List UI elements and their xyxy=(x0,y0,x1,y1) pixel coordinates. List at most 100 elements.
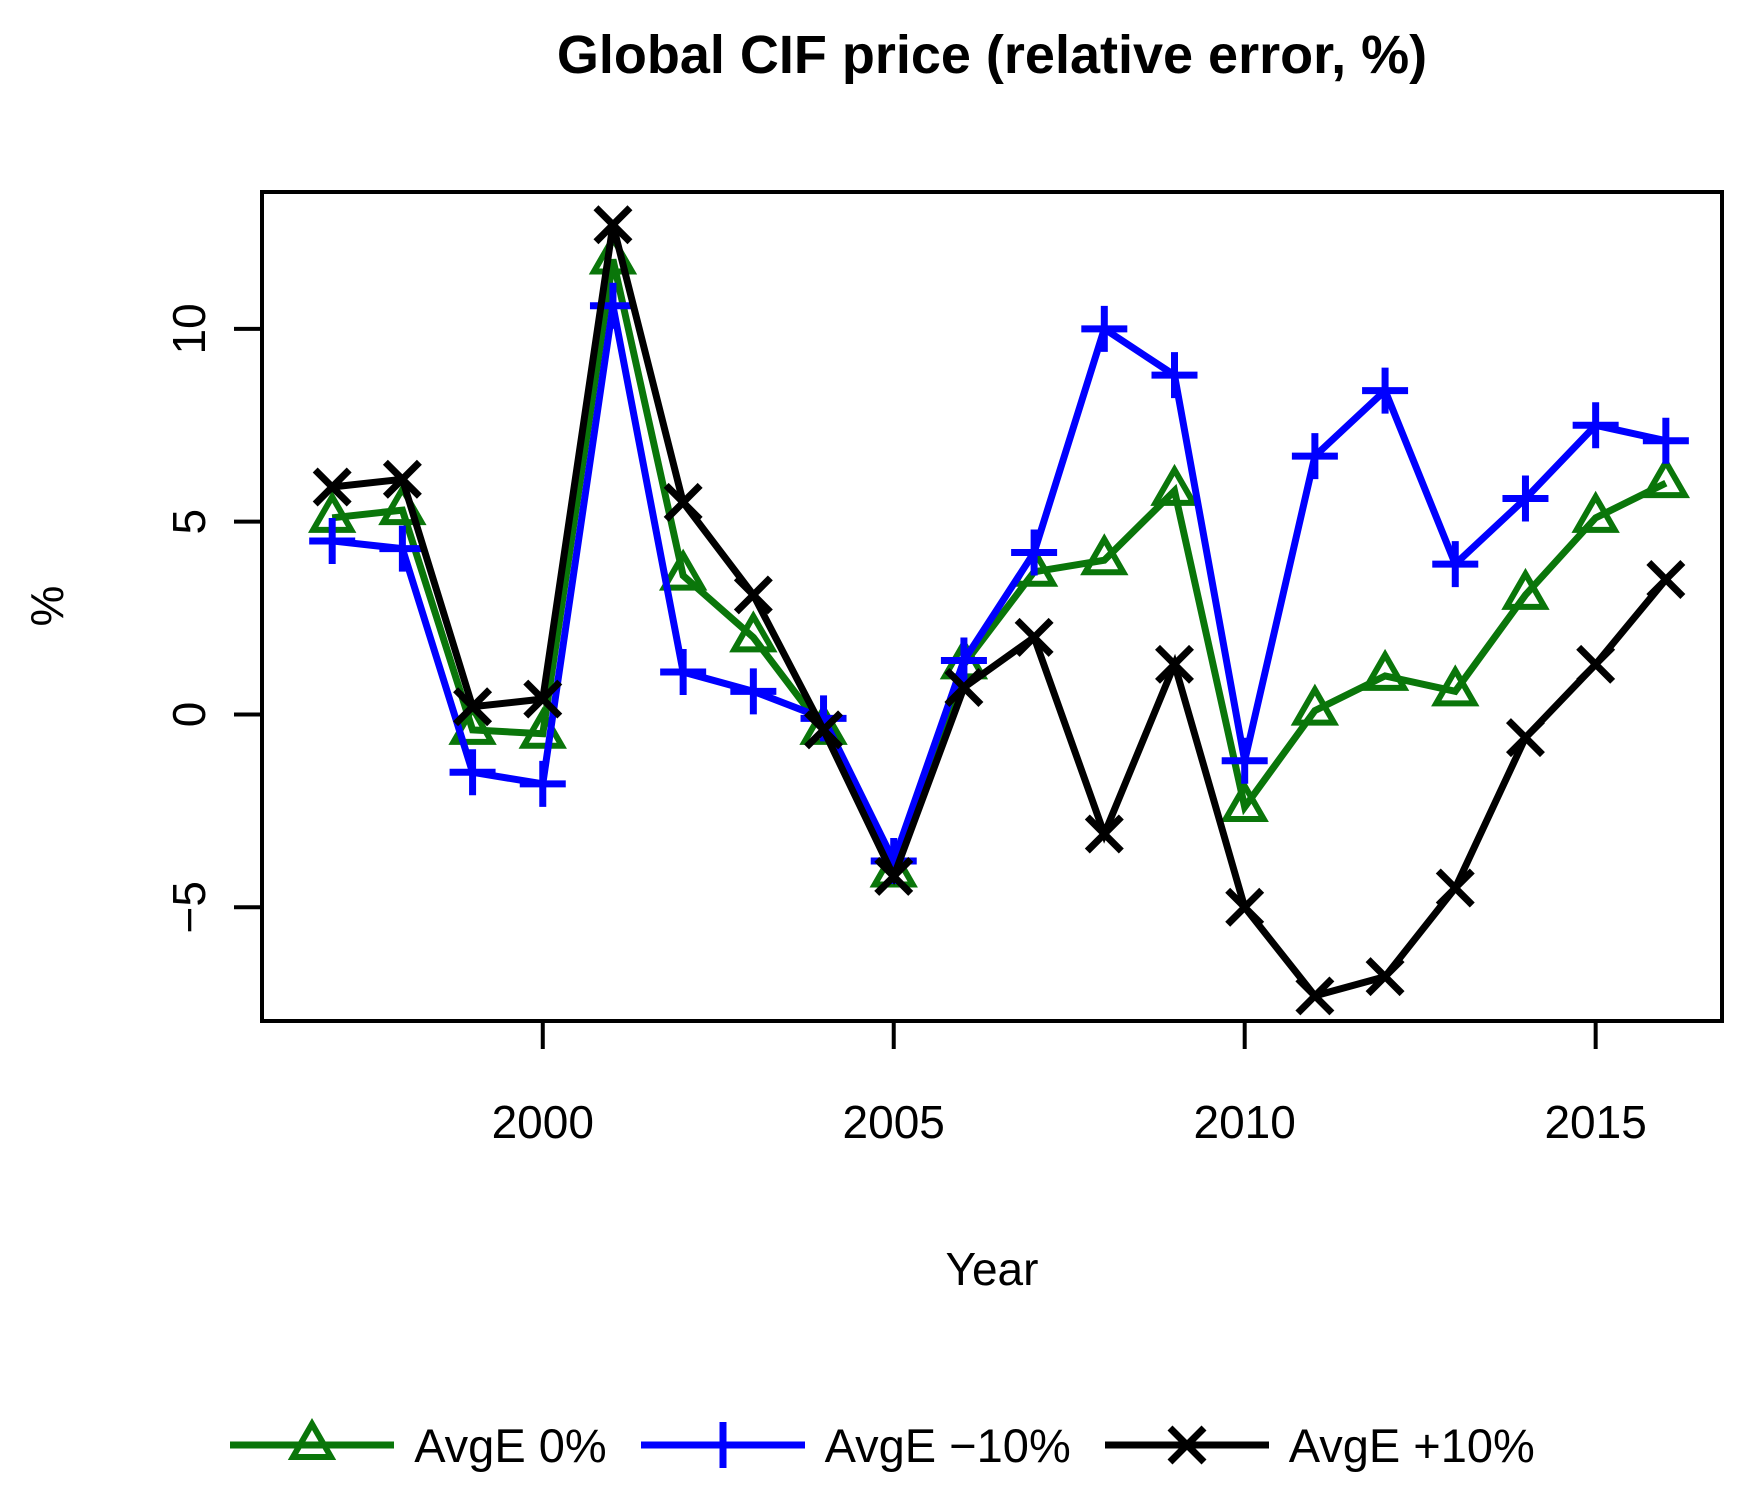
x-axis-label: Year xyxy=(945,1243,1039,1295)
data-point-avge-10 xyxy=(660,649,707,696)
x-marker-icon xyxy=(1576,644,1616,684)
legend-marker xyxy=(699,1422,746,1468)
triangle-marker-icon xyxy=(1220,779,1269,823)
triangle-marker-icon xyxy=(287,1417,337,1460)
data-point-avge-10 xyxy=(1642,417,1689,464)
legend-item-avge-plus-10: AvgE +10% xyxy=(1101,1408,1535,1482)
data-point-avge-0 xyxy=(1641,456,1691,499)
data-point-avge-10 xyxy=(449,749,496,796)
legend-item-avge-0: AvgE 0% xyxy=(226,1408,607,1482)
data-point-avge-10 xyxy=(312,467,352,507)
y-tick-label: 5 xyxy=(163,509,215,535)
x-marker-icon xyxy=(874,856,914,896)
data-point-avge-0 xyxy=(1290,683,1340,726)
data-point-avge-10 xyxy=(1432,541,1479,588)
data-point-avge-10 xyxy=(804,710,844,750)
triangle-marker-icon xyxy=(1080,533,1129,576)
legend-marker xyxy=(1167,1425,1207,1465)
data-point-avge-10 xyxy=(1365,957,1405,997)
triangle-marker-icon xyxy=(729,610,778,653)
data-point-avge-10 xyxy=(382,459,422,499)
data-point-avge-10 xyxy=(1155,644,1194,684)
data-point-avge-10 xyxy=(940,637,987,684)
x-tick-label: 2015 xyxy=(1544,1096,1646,1148)
data-point-avge-10 xyxy=(1576,644,1616,684)
data-point-avge-0 xyxy=(1360,648,1410,691)
y-axis-label: % xyxy=(21,585,73,627)
chart-legend: AvgE 0% AvgE −10% AvgE +10% xyxy=(0,1408,1761,1482)
data-point-avge-10 xyxy=(1435,868,1475,908)
data-point-avge-10 xyxy=(1011,529,1058,576)
x-tick-label: 2000 xyxy=(492,1096,594,1148)
triangle-marker-icon xyxy=(1641,456,1691,499)
data-point-avge-10 xyxy=(1291,433,1338,480)
data-point-avge-0 xyxy=(1220,779,1269,823)
x-marker-icon xyxy=(453,687,493,727)
triangle-marker-icon xyxy=(799,702,848,745)
triangle-marker-icon xyxy=(1501,567,1550,610)
x-marker-icon xyxy=(663,482,703,522)
x-marker-icon xyxy=(593,205,633,245)
legend-label: AvgE +10% xyxy=(1288,1418,1535,1472)
data-point-avge-10 xyxy=(1362,367,1409,414)
data-point-avge-10 xyxy=(1502,475,1549,522)
data-point-avge-10 xyxy=(1225,887,1265,927)
x-marker-icon xyxy=(1225,887,1265,927)
data-point-avge-10 xyxy=(1081,305,1128,352)
x-marker-icon xyxy=(944,667,984,707)
x-marker-icon xyxy=(733,575,773,615)
data-point-avge-10 xyxy=(593,205,633,245)
x-marker-icon xyxy=(1646,560,1686,599)
x-line-icon xyxy=(1104,1425,1269,1465)
data-point-avge-0 xyxy=(1501,567,1550,610)
triangle-marker-icon xyxy=(448,702,497,745)
triangle-line-icon xyxy=(230,1417,395,1460)
x-marker-icon xyxy=(804,710,844,750)
x-marker-icon xyxy=(1505,718,1545,758)
plot-border xyxy=(260,190,1724,1023)
data-point-avge-10 xyxy=(523,679,563,719)
data-point-avge-10 xyxy=(663,482,703,522)
data-point-avge-10 xyxy=(1295,976,1335,1016)
x-marker-icon xyxy=(1014,617,1054,657)
legend-marker xyxy=(287,1417,337,1460)
triangle-marker-icon xyxy=(1360,648,1410,691)
data-point-avge-0 xyxy=(658,548,708,591)
data-point-avge-10 xyxy=(1084,814,1124,854)
x-marker-icon xyxy=(1155,644,1194,684)
x-tick-label: 2010 xyxy=(1194,1096,1296,1148)
y-tick-label: −5 xyxy=(163,881,215,933)
data-point-avge-10 xyxy=(1646,560,1686,599)
data-point-avge-10 xyxy=(1014,617,1054,657)
data-point-avge-10 xyxy=(874,856,914,896)
data-point-avge-10 xyxy=(1505,718,1545,758)
x-marker-icon xyxy=(312,467,352,507)
triangle-marker-icon xyxy=(1150,463,1199,506)
plus-line-icon xyxy=(640,1422,805,1468)
triangle-marker-icon xyxy=(1431,664,1480,707)
data-point-avge-10 xyxy=(453,687,493,727)
data-point-avge-0 xyxy=(1080,533,1129,576)
data-point-avge-10 xyxy=(1151,352,1198,399)
data-point-avge-10 xyxy=(944,667,984,707)
x-marker-icon xyxy=(1435,868,1475,908)
y-tick-label: 10 xyxy=(163,303,215,354)
data-point-avge-10 xyxy=(379,525,426,572)
series-line-avge-10 xyxy=(331,305,1667,871)
x-marker-icon xyxy=(1365,957,1405,997)
x-marker-icon xyxy=(1084,814,1124,854)
data-point-avge-10 xyxy=(733,575,773,615)
data-point-avge-10 xyxy=(1572,402,1619,449)
data-point-avge-10 xyxy=(519,760,566,807)
x-marker-icon xyxy=(523,679,563,719)
x-tick-label: 2005 xyxy=(843,1096,945,1148)
x-marker-icon xyxy=(1167,1425,1207,1465)
chart-title: Global CIF price (relative error, %) xyxy=(556,25,1428,85)
data-point-avge-10 xyxy=(730,668,777,715)
data-point-avge-0 xyxy=(799,702,848,745)
data-point-avge-0 xyxy=(1150,463,1199,506)
data-point-avge-0 xyxy=(729,610,778,653)
data-point-avge-0 xyxy=(1571,490,1620,533)
